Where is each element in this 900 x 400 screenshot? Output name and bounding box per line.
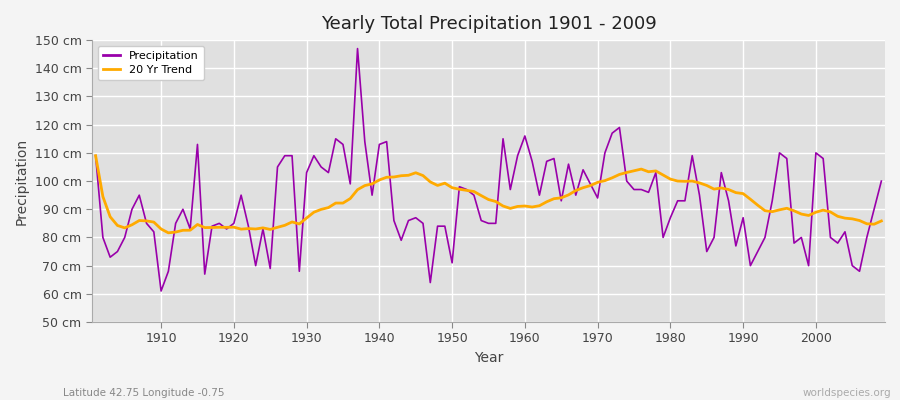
20 Yr Trend	[526, 205, 537, 210]
Precipitation	[621, 179, 632, 184]
Text: Latitude 42.75 Longitude -0.75: Latitude 42.75 Longitude -0.75	[63, 388, 224, 398]
Precipitation	[534, 193, 544, 198]
Title: Yearly Total Precipitation 1901 - 2009: Yearly Total Precipitation 1901 - 2009	[320, 15, 656, 33]
Precipitation	[366, 193, 377, 198]
Precipitation	[526, 159, 537, 164]
Legend: Precipitation, 20 Yr Trend: Precipitation, 20 Yr Trend	[97, 46, 204, 80]
20 Yr Trend	[614, 172, 625, 177]
Y-axis label: Precipitation: Precipitation	[15, 138, 29, 225]
20 Yr Trend	[359, 183, 370, 188]
Precipitation	[316, 164, 327, 169]
Precipitation	[156, 289, 166, 294]
Precipitation	[352, 46, 363, 51]
20 Yr Trend	[163, 230, 174, 235]
20 Yr Trend	[519, 204, 530, 208]
20 Yr Trend	[148, 220, 159, 224]
20 Yr Trend	[90, 153, 101, 158]
Line: Precipitation: Precipitation	[95, 48, 881, 291]
Precipitation	[876, 179, 886, 184]
Text: worldspecies.org: worldspecies.org	[803, 388, 891, 398]
Precipitation	[148, 230, 159, 234]
20 Yr Trend	[876, 218, 886, 223]
Precipitation	[90, 153, 101, 158]
20 Yr Trend	[316, 207, 327, 212]
Line: 20 Yr Trend: 20 Yr Trend	[95, 156, 881, 233]
X-axis label: Year: Year	[473, 351, 503, 365]
